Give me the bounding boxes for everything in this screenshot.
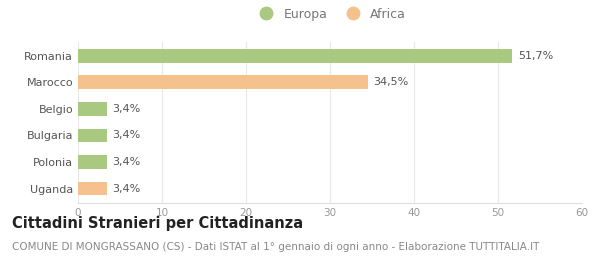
Text: 3,4%: 3,4% [112,184,140,194]
Text: 3,4%: 3,4% [112,157,140,167]
Bar [78,155,107,169]
Text: 3,4%: 3,4% [112,131,140,140]
Bar [78,102,107,116]
Text: Cittadini Stranieri per Cittadinanza: Cittadini Stranieri per Cittadinanza [12,216,303,231]
Text: COMUNE DI MONGRASSANO (CS) - Dati ISTAT al 1° gennaio di ogni anno - Elaborazion: COMUNE DI MONGRASSANO (CS) - Dati ISTAT … [12,242,539,252]
Bar [78,129,107,142]
Text: 34,5%: 34,5% [374,77,409,87]
Text: 3,4%: 3,4% [112,104,140,114]
Legend: Europa, Africa: Europa, Africa [249,3,411,26]
Text: 51,7%: 51,7% [518,51,553,61]
Bar [78,182,107,196]
Bar [78,49,512,63]
Bar [78,75,368,89]
